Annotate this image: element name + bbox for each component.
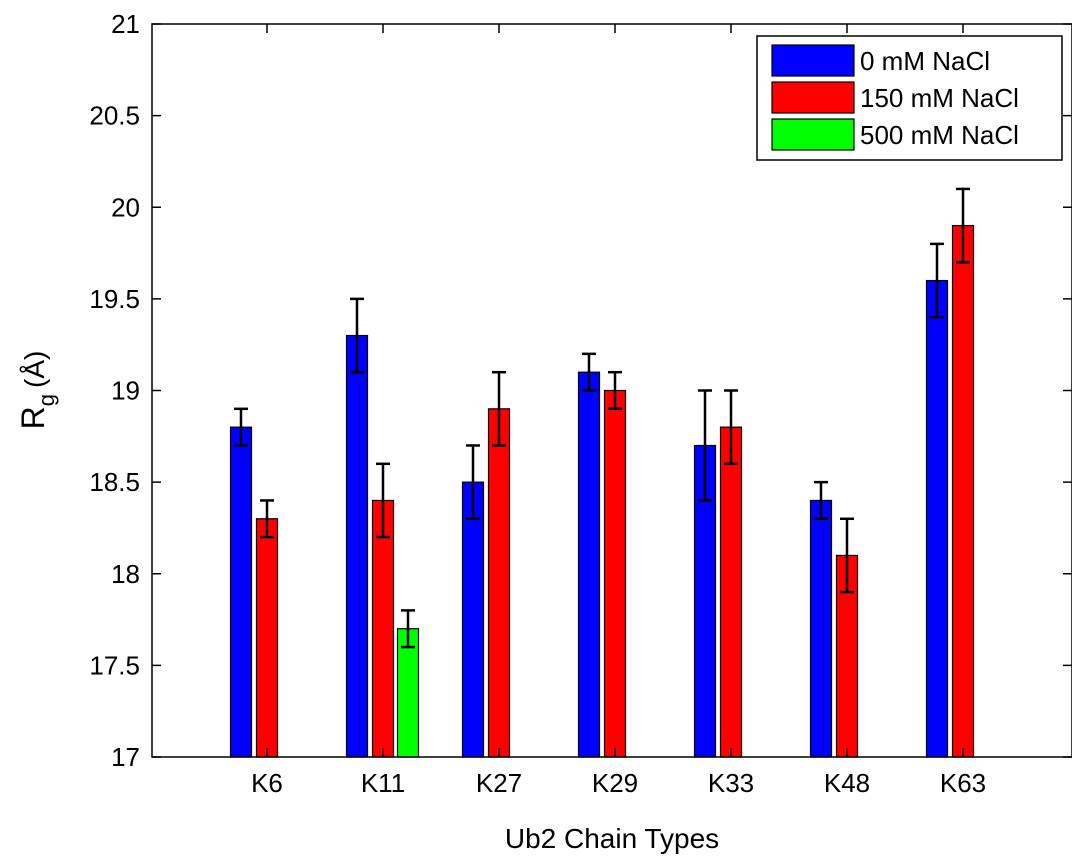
y-tick-label: 18 [111, 559, 140, 589]
x-tick-label: K27 [476, 768, 522, 798]
error-bar-k11-series-3 [401, 609, 415, 649]
error-bar-k29-series-2 [608, 370, 622, 411]
bar-k29-series-1 [577, 371, 601, 758]
bar-k63-series-2 [951, 224, 975, 758]
x-tick-label: K48 [824, 768, 870, 798]
bar-k27-series-1 [461, 481, 485, 758]
bar-k27-series-2 [487, 408, 511, 758]
y-axis-title-unit: (Å) [19, 351, 50, 388]
y-tick-label: 19.5 [89, 284, 140, 314]
y-axis-tick-labels: 17 17.5 18 18.5 19 19.5 20 20.5 21 [89, 9, 140, 772]
error-bar-k27-series-1 [466, 444, 480, 521]
bar-k29-series-2 [603, 389, 627, 758]
error-bar-k63-series-1 [930, 242, 944, 319]
y-tick-label: 19 [111, 376, 140, 406]
legend-label-series-3: 500 mM NaCl [860, 120, 1019, 150]
error-bar-k29-series-1 [582, 352, 596, 392]
bar-k6-series-2 [255, 518, 279, 758]
legend-swatch-series-1 [771, 44, 855, 77]
error-bar-k33-series-2 [724, 389, 738, 466]
error-bar-k48-series-1 [814, 480, 828, 521]
bars-layer [229, 224, 975, 758]
axis-ticks-layer [152, 23, 1072, 758]
bar-k33-series-2 [719, 426, 743, 758]
bar-k48-series-1 [809, 499, 833, 758]
y-axis-title: Rg (Å) [15, 351, 59, 430]
y-tick-label: 17.5 [89, 650, 140, 680]
legend-swatch-series-2 [771, 81, 855, 114]
y-tick-label: 18.5 [89, 467, 140, 497]
bar-k11-series-1 [345, 334, 369, 758]
error-bar-k11-series-1 [350, 297, 364, 374]
y-tick-label: 20 [111, 192, 140, 222]
error-bar-k11-series-2 [376, 462, 390, 539]
y-axis-title-subscript: g [34, 394, 59, 406]
bar-k11-series-2 [371, 499, 395, 758]
x-tick-label: K63 [940, 768, 986, 798]
legend-label-series-1: 0 mM NaCl [860, 46, 990, 76]
error-bars-layer [234, 187, 970, 649]
error-bar-k6-series-1 [234, 407, 248, 447]
x-tick-label: K6 [251, 768, 283, 798]
x-tick-label: K29 [592, 768, 638, 798]
legend: 0 mM NaCl 150 mM NaCl 500 mM NaCl [756, 35, 1063, 161]
y-tick-label: 21 [111, 9, 140, 39]
y-axis-title-main: R [15, 406, 51, 429]
error-bar-k27-series-2 [492, 370, 506, 447]
bar-k6-series-1 [229, 426, 253, 758]
y-tick-label: 20.5 [89, 101, 140, 131]
x-tick-label: K33 [708, 768, 754, 798]
bar-k63-series-1 [925, 279, 949, 758]
error-bar-k6-series-2 [260, 499, 274, 539]
error-bar-k48-series-2 [840, 517, 854, 594]
x-axis-title: Ub2 Chain Types [505, 823, 719, 854]
error-bar-k63-series-2 [956, 187, 970, 264]
x-tick-label: K11 [361, 768, 405, 798]
x-axis-tick-labels: K6 K11 K27 K29 K33 K48 K63 [251, 768, 986, 798]
legend-label-series-2: 150 mM NaCl [860, 83, 1019, 113]
error-bar-k33-series-1 [698, 389, 712, 502]
legend-swatch-series-3 [771, 118, 855, 151]
y-tick-label: 17 [111, 742, 140, 772]
